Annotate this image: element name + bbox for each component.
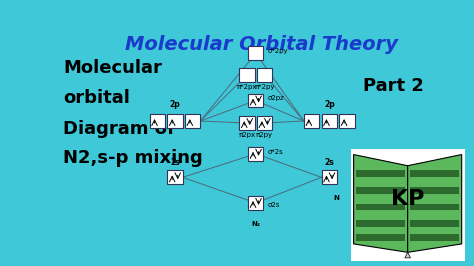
Text: KP: KP [391,189,424,209]
Bar [321,171,337,184]
Bar [410,170,459,177]
Bar [248,147,264,161]
Bar [239,116,255,130]
Text: σ*2py: σ*2py [267,48,288,54]
Bar [321,114,337,128]
Bar [410,221,459,227]
Bar [239,68,255,82]
Bar [248,94,264,107]
Polygon shape [354,155,408,252]
Text: Molecular: Molecular [63,59,162,77]
Text: π*2py: π*2py [255,84,275,90]
Bar [257,116,272,130]
Text: Diagram of: Diagram of [63,120,175,138]
Text: σ2s: σ2s [267,202,280,208]
Bar [304,114,319,128]
Text: π*2px: π*2px [237,84,257,90]
Bar [257,68,272,82]
Text: π2py: π2py [256,132,273,139]
Bar [167,114,182,128]
Bar [167,171,182,184]
Bar [356,234,405,241]
Text: Part 2: Part 2 [363,77,424,95]
Polygon shape [408,155,462,252]
Bar [339,114,355,128]
Bar [410,204,459,210]
Bar [248,196,264,210]
Bar [410,187,459,194]
Text: σ2pz: σ2pz [267,95,284,102]
Text: 2s: 2s [324,158,334,167]
Text: σ*2s: σ*2s [267,149,283,155]
Bar [356,221,405,227]
Bar [185,114,201,128]
Text: N₂: N₂ [251,221,260,227]
Text: Molecular Orbital Theory: Molecular Orbital Theory [125,35,398,54]
Bar [150,114,165,128]
Text: 2p: 2p [170,100,180,109]
Bar [356,187,405,194]
Polygon shape [405,252,410,258]
Bar [248,47,264,60]
Text: 2s: 2s [170,158,180,167]
Text: 2p: 2p [324,100,335,109]
Text: π2px: π2px [238,132,255,139]
Bar [356,204,405,210]
Bar [410,234,459,241]
Text: N2,s-p mixing: N2,s-p mixing [63,149,203,167]
Bar [356,170,405,177]
Text: orbital: orbital [63,89,130,107]
Text: N: N [334,194,339,201]
